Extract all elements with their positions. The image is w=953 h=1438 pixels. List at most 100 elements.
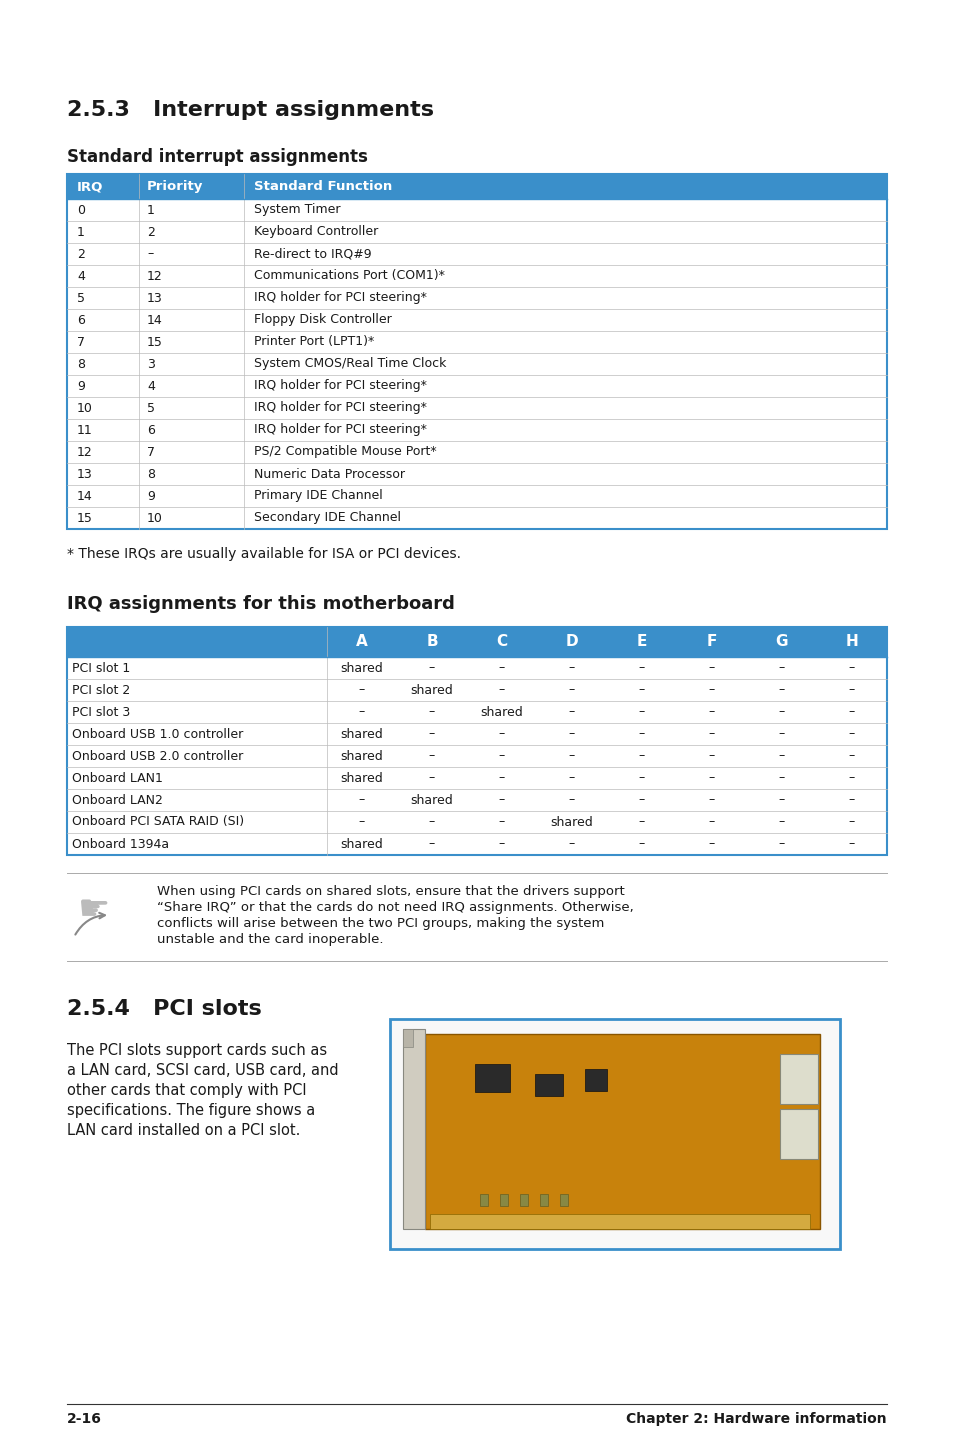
Text: 15: 15	[147, 335, 163, 348]
Text: –: –	[429, 837, 435, 850]
Text: –: –	[568, 706, 575, 719]
Text: –: –	[429, 772, 435, 785]
Text: –: –	[568, 837, 575, 850]
Bar	[424, 1034, 820, 1229]
Text: –: –	[708, 661, 715, 674]
Text: IRQ: IRQ	[77, 180, 103, 193]
Text: –: –	[429, 749, 435, 762]
Text: System Timer: System Timer	[253, 204, 340, 217]
Text: Onboard USB 2.0 controller: Onboard USB 2.0 controller	[71, 749, 243, 762]
Text: –: –	[708, 749, 715, 762]
Text: –: –	[498, 728, 504, 741]
Bar	[67, 174, 886, 529]
Text: IRQ holder for PCI steering*: IRQ holder for PCI steering*	[253, 292, 426, 305]
Text: Keyboard Controller: Keyboard Controller	[253, 226, 377, 239]
Text: The PCI slots support cards such as: The PCI slots support cards such as	[67, 1043, 327, 1058]
Text: shared: shared	[480, 706, 523, 719]
Text: 7: 7	[147, 446, 154, 459]
Text: –: –	[848, 794, 854, 807]
Text: –: –	[848, 815, 854, 828]
Text: Onboard USB 1.0 controller: Onboard USB 1.0 controller	[71, 728, 243, 741]
Text: –: –	[848, 749, 854, 762]
Text: System CMOS/Real Time Clock: System CMOS/Real Time Clock	[253, 358, 446, 371]
Text: –: –	[568, 683, 575, 696]
Text: –: –	[358, 794, 365, 807]
Text: PS/2 Compatible Mouse Port*: PS/2 Compatible Mouse Port*	[253, 446, 436, 459]
Text: –: –	[848, 728, 854, 741]
Text: –: –	[778, 661, 784, 674]
Text: B: B	[426, 634, 437, 650]
Text: –: –	[778, 815, 784, 828]
Text: When using PCI cards on shared slots, ensure that the drivers support: When using PCI cards on shared slots, en…	[157, 884, 624, 897]
Text: G: G	[775, 634, 787, 650]
Text: a LAN card, SCSI card, USB card, and: a LAN card, SCSI card, USB card, and	[67, 1063, 338, 1078]
Text: –: –	[498, 772, 504, 785]
Text: IRQ holder for PCI steering*: IRQ holder for PCI steering*	[253, 380, 426, 393]
Text: Onboard 1394a: Onboard 1394a	[71, 837, 169, 850]
Text: Primary IDE Channel: Primary IDE Channel	[253, 489, 382, 502]
Text: –: –	[429, 661, 435, 674]
Text: –: –	[848, 837, 854, 850]
Bar	[584, 1068, 606, 1091]
Text: 2: 2	[77, 247, 85, 260]
Text: –: –	[568, 772, 575, 785]
Text: –: –	[429, 728, 435, 741]
Text: 5: 5	[147, 401, 154, 414]
Text: –: –	[358, 815, 365, 828]
Text: Numeric Data Processor: Numeric Data Processor	[253, 467, 405, 480]
Text: –: –	[708, 794, 715, 807]
Text: 3: 3	[147, 358, 154, 371]
Text: 12: 12	[147, 269, 163, 282]
Text: “Share IRQ” or that the cards do not need IRQ assignments. Otherwise,: “Share IRQ” or that the cards do not nee…	[157, 902, 633, 915]
Text: F: F	[706, 634, 717, 650]
Text: –: –	[358, 706, 365, 719]
Text: –: –	[848, 683, 854, 696]
Text: –: –	[498, 683, 504, 696]
Text: –: –	[429, 706, 435, 719]
Text: –: –	[639, 749, 644, 762]
Text: 6: 6	[147, 424, 154, 437]
Text: 10: 10	[147, 512, 163, 525]
Text: Chapter 2: Hardware information: Chapter 2: Hardware information	[626, 1412, 886, 1426]
Text: –: –	[708, 772, 715, 785]
Text: 10: 10	[77, 401, 92, 414]
Text: –: –	[568, 749, 575, 762]
Text: –: –	[639, 794, 644, 807]
Text: –: –	[708, 837, 715, 850]
Text: Printer Port (LPT1)*: Printer Port (LPT1)*	[253, 335, 374, 348]
Text: shared: shared	[340, 661, 383, 674]
Bar	[67, 627, 886, 856]
Text: 2-16: 2-16	[67, 1412, 102, 1426]
Text: –: –	[778, 728, 784, 741]
Text: PCI slot 2: PCI slot 2	[71, 683, 131, 696]
Text: IRQ assignments for this motherboard: IRQ assignments for this motherboard	[67, 595, 455, 613]
Text: Standard interrupt assignments: Standard interrupt assignments	[67, 148, 368, 165]
Bar	[402, 1030, 413, 1047]
Text: Onboard LAN2: Onboard LAN2	[71, 794, 163, 807]
Text: –: –	[358, 683, 365, 696]
Text: –: –	[147, 247, 153, 260]
Bar	[780, 1054, 817, 1104]
Text: –: –	[778, 794, 784, 807]
Text: 1: 1	[77, 226, 85, 239]
Text: 14: 14	[147, 313, 163, 326]
Text: –: –	[848, 661, 854, 674]
Bar	[430, 1214, 809, 1229]
Text: –: –	[568, 661, 575, 674]
Text: shared: shared	[340, 837, 383, 850]
Text: * These IRQs are usually available for ISA or PCI devices.: * These IRQs are usually available for I…	[67, 546, 460, 561]
Text: PCI slot 1: PCI slot 1	[71, 661, 131, 674]
Text: shared: shared	[550, 815, 593, 828]
Text: Onboard PCI SATA RAID (SI): Onboard PCI SATA RAID (SI)	[71, 815, 244, 828]
Text: –: –	[498, 661, 504, 674]
Text: 9: 9	[147, 489, 154, 502]
Text: specifications. The figure shows a: specifications. The figure shows a	[67, 1103, 314, 1117]
Text: –: –	[639, 772, 644, 785]
Text: D: D	[565, 634, 578, 650]
Bar	[402, 1030, 424, 1229]
Bar	[519, 1194, 527, 1206]
Text: –: –	[778, 837, 784, 850]
Text: shared: shared	[410, 794, 453, 807]
Text: –: –	[778, 683, 784, 696]
Text: 8: 8	[77, 358, 85, 371]
